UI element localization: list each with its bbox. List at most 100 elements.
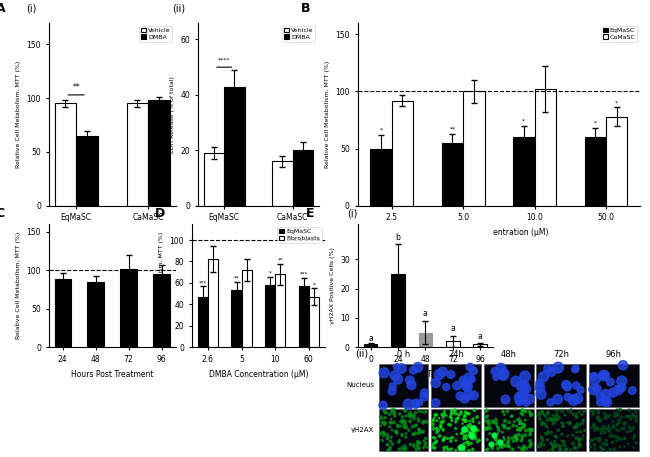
- Point: [409, 442, 419, 450]
- Point: [456, 443, 467, 451]
- Point: [512, 435, 522, 442]
- Point: [625, 415, 636, 423]
- Point: [554, 414, 564, 421]
- Point: [416, 428, 426, 435]
- Point: [377, 419, 387, 426]
- Point: [520, 390, 530, 397]
- Bar: [463, 91, 485, 206]
- Point: [411, 446, 421, 453]
- Text: a: a: [478, 332, 482, 341]
- Point: [406, 412, 417, 419]
- Point: [569, 445, 580, 452]
- Bar: [198, 297, 208, 347]
- Point: [463, 410, 474, 417]
- Point: [499, 370, 509, 377]
- Point: [601, 437, 611, 444]
- Point: [553, 364, 564, 371]
- Point: [559, 438, 569, 446]
- Point: [560, 411, 570, 419]
- Point: [512, 437, 522, 444]
- Text: ***: ***: [199, 280, 207, 285]
- Point: [471, 435, 481, 442]
- Text: *: *: [615, 100, 618, 105]
- Point: [508, 422, 519, 429]
- Point: [624, 407, 634, 414]
- Point: [569, 444, 580, 451]
- Point: [481, 425, 491, 432]
- Point: [599, 424, 610, 431]
- Y-axis label: Relative Cell Metabolism, MTT (%): Relative Cell Metabolism, MTT (%): [16, 232, 21, 339]
- Point: [393, 376, 403, 383]
- Point: [543, 365, 553, 372]
- Point: [463, 439, 474, 446]
- Point: [628, 435, 638, 442]
- Point: [404, 427, 414, 434]
- Point: [378, 407, 389, 414]
- Point: [540, 412, 551, 420]
- Point: [483, 425, 493, 433]
- Point: [413, 430, 423, 437]
- Point: [517, 407, 528, 414]
- Point: [565, 419, 575, 426]
- Point: [512, 423, 522, 430]
- Point: [470, 426, 480, 434]
- Point: [418, 419, 428, 426]
- Point: [385, 444, 395, 451]
- Y-axis label: Relative Cell Metabolism, MTT (%): Relative Cell Metabolism, MTT (%): [325, 61, 330, 168]
- Point: [458, 446, 469, 453]
- Point: [481, 414, 491, 421]
- Point: [578, 407, 589, 414]
- Point: [614, 427, 624, 434]
- Point: [625, 427, 636, 435]
- Point: [463, 441, 474, 448]
- Point: [494, 439, 504, 446]
- Point: [482, 446, 492, 453]
- Point: [514, 444, 524, 451]
- Point: [396, 417, 407, 424]
- Point: [586, 437, 596, 444]
- Point: [526, 411, 537, 418]
- Point: [428, 417, 438, 425]
- Point: [521, 399, 531, 406]
- Point: [385, 437, 396, 445]
- Point: [419, 389, 430, 396]
- Point: [400, 421, 411, 429]
- Point: [393, 422, 403, 429]
- Point: [465, 417, 475, 425]
- Point: [543, 410, 553, 418]
- Point: [487, 445, 497, 452]
- Point: [452, 382, 462, 389]
- Point: [386, 415, 396, 423]
- Point: [500, 442, 510, 450]
- Bar: [363, 345, 378, 347]
- Point: [428, 416, 439, 424]
- Point: [611, 426, 621, 433]
- Point: [518, 446, 528, 454]
- Point: [446, 371, 456, 378]
- Point: [458, 440, 469, 447]
- Point: [382, 431, 393, 439]
- Point: [379, 369, 389, 377]
- Point: [605, 446, 616, 453]
- Point: [408, 413, 418, 420]
- Point: [627, 426, 637, 433]
- Point: [547, 445, 558, 452]
- Point: [387, 426, 397, 434]
- Bar: [442, 143, 463, 206]
- Point: [525, 410, 536, 417]
- Point: [601, 441, 612, 448]
- Y-axis label: Relative Cell Metabolism, MTT (%): Relative Cell Metabolism, MTT (%): [16, 61, 21, 168]
- Bar: [242, 270, 252, 347]
- Point: [380, 419, 390, 426]
- Point: [395, 423, 406, 430]
- Point: [377, 429, 387, 436]
- Point: [627, 411, 638, 418]
- Point: [441, 444, 452, 451]
- Text: ****: ****: [218, 58, 231, 63]
- Point: [385, 446, 395, 453]
- Point: [480, 408, 491, 415]
- Point: [507, 435, 517, 442]
- Point: [445, 414, 456, 421]
- Point: [607, 431, 618, 439]
- Point: [517, 406, 527, 413]
